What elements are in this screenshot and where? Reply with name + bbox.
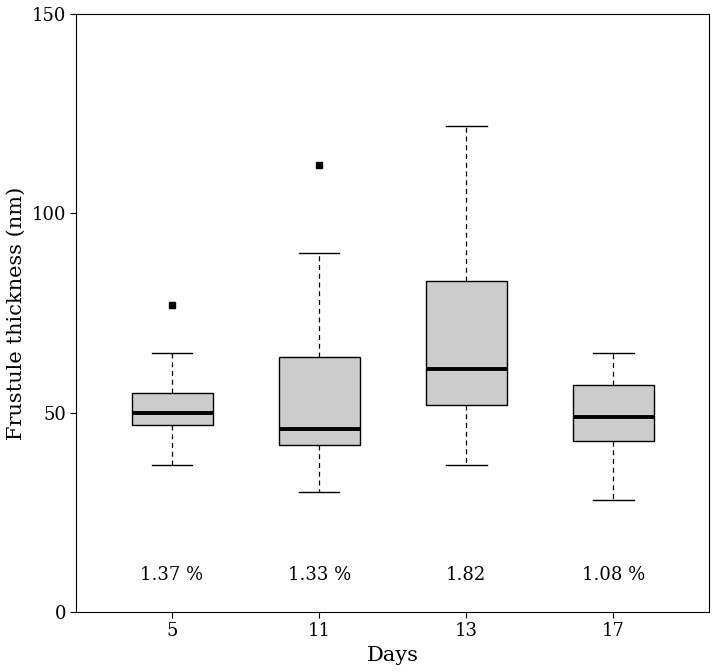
Text: 1.37 %: 1.37 % [140, 566, 203, 584]
PathPatch shape [132, 392, 213, 425]
Text: 1.08 %: 1.08 % [582, 566, 645, 584]
Text: 1.82: 1.82 [446, 566, 486, 584]
PathPatch shape [426, 281, 507, 405]
Text: 1.33 %: 1.33 % [288, 566, 351, 584]
PathPatch shape [279, 357, 359, 445]
Y-axis label: Frustule thickness (nm): Frustule thickness (nm) [7, 186, 26, 439]
X-axis label: Days: Days [367, 646, 419, 665]
PathPatch shape [573, 385, 654, 441]
